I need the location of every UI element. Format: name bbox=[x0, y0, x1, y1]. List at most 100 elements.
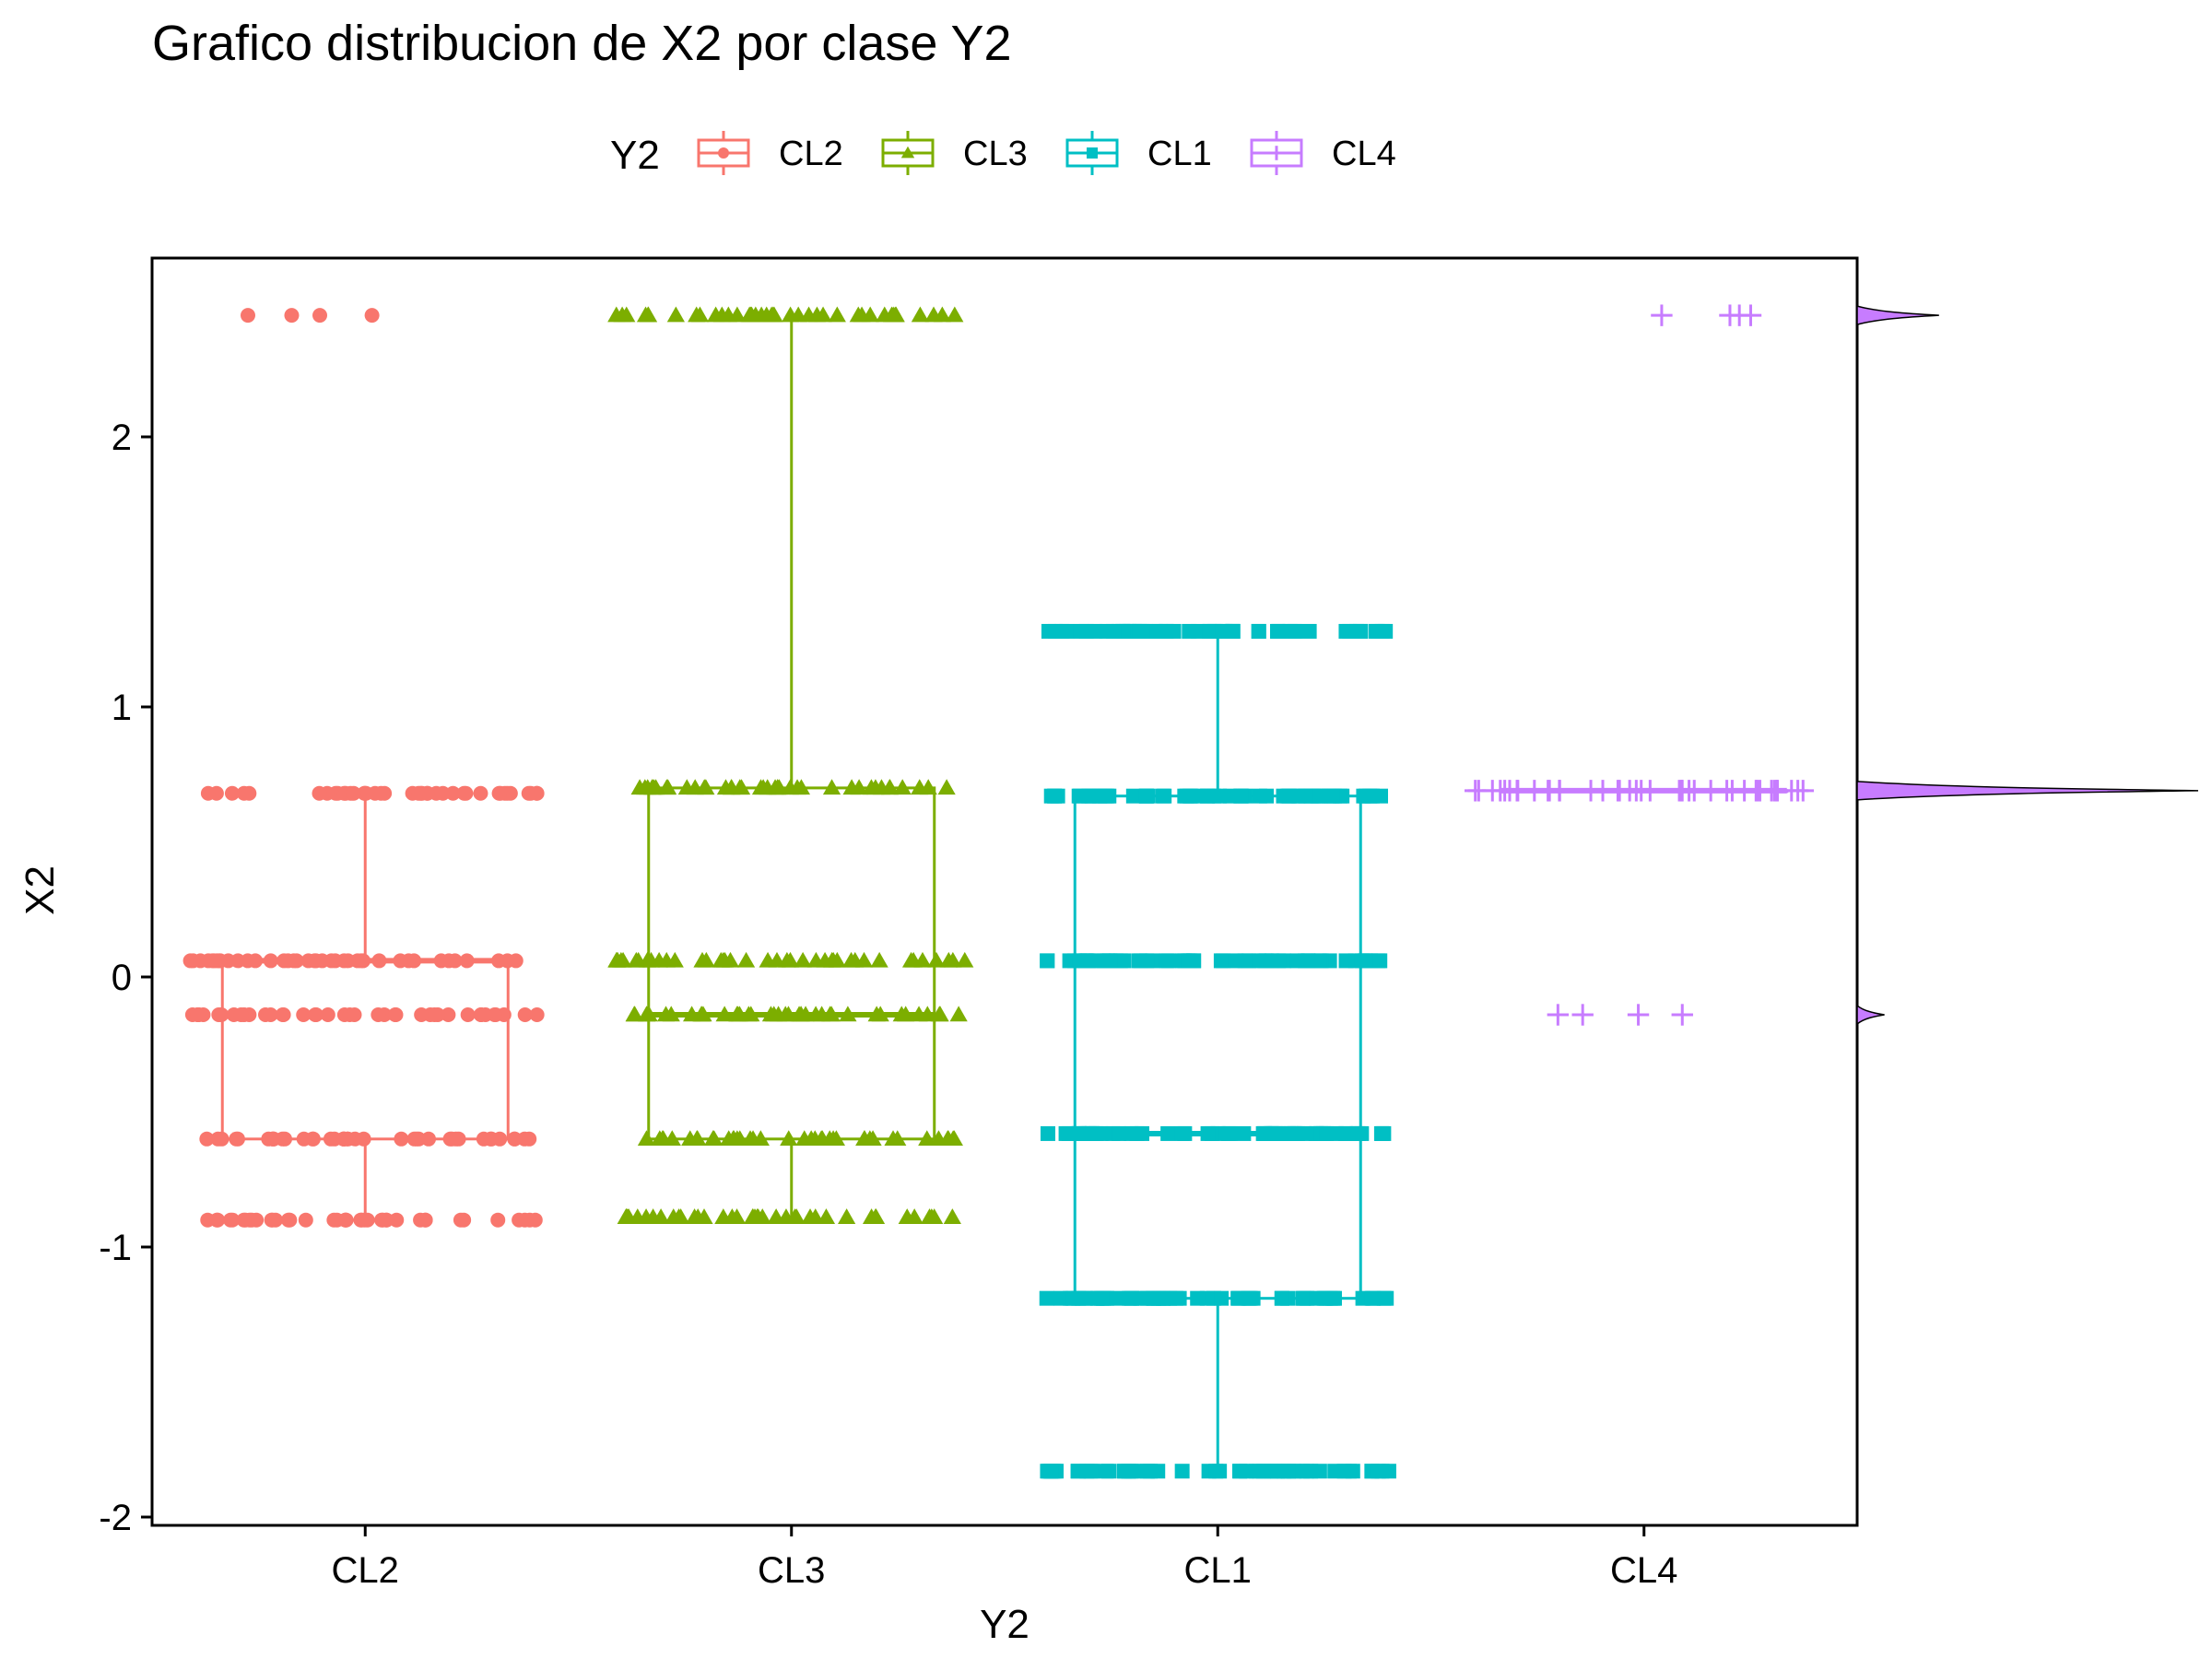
data-point bbox=[905, 1208, 924, 1224]
data-point bbox=[1326, 1290, 1342, 1306]
data-point bbox=[1651, 304, 1673, 326]
marginal-density bbox=[1856, 305, 2199, 1026]
data-point bbox=[850, 779, 868, 795]
data-point bbox=[814, 306, 832, 323]
data-point bbox=[838, 1208, 856, 1224]
data-point bbox=[1239, 1464, 1254, 1479]
data-point bbox=[1376, 1125, 1392, 1141]
legend: Y2 CL2 CL3 CL1 CL4 bbox=[610, 131, 1396, 178]
data-point bbox=[1214, 1290, 1230, 1306]
data-point bbox=[643, 779, 662, 795]
legend-key-cl2 bbox=[697, 131, 750, 175]
data-point bbox=[484, 1131, 500, 1147]
data-point bbox=[1106, 623, 1122, 639]
data-point bbox=[1671, 1004, 1693, 1026]
data-point bbox=[1507, 780, 1529, 802]
data-point bbox=[918, 1130, 936, 1146]
data-point bbox=[892, 1006, 911, 1022]
data-point bbox=[1122, 1290, 1137, 1306]
data-point bbox=[1354, 1125, 1370, 1141]
data-point bbox=[937, 779, 956, 795]
data-point bbox=[433, 953, 449, 969]
y-tick-label: 2 bbox=[112, 418, 132, 458]
y-tick-label: -2 bbox=[99, 1498, 132, 1538]
data-point bbox=[359, 785, 374, 801]
data-point bbox=[356, 1131, 371, 1147]
data-point bbox=[1043, 1464, 1059, 1479]
y-axis-title: X2 bbox=[18, 865, 63, 915]
data-point bbox=[822, 779, 841, 795]
y-tick-label: 0 bbox=[112, 958, 132, 998]
data-point bbox=[740, 306, 759, 323]
data-point bbox=[1174, 1125, 1190, 1141]
data-point bbox=[949, 1006, 968, 1022]
data-point bbox=[639, 306, 657, 323]
legend-label: CL4 bbox=[1332, 135, 1396, 173]
series-cl2 bbox=[182, 308, 545, 1228]
data-point bbox=[723, 1208, 741, 1224]
data-point bbox=[690, 306, 710, 323]
data-point bbox=[677, 779, 696, 795]
data-point bbox=[1224, 623, 1240, 639]
data-point bbox=[211, 1007, 227, 1023]
data-point bbox=[744, 1130, 762, 1146]
data-point bbox=[1073, 623, 1088, 639]
data-point bbox=[911, 306, 929, 323]
data-point bbox=[721, 951, 740, 968]
series-cl4 bbox=[1464, 304, 1814, 1026]
data-point bbox=[224, 785, 240, 801]
data-point bbox=[296, 1007, 312, 1023]
data-point bbox=[715, 1006, 734, 1022]
data-point bbox=[1100, 788, 1115, 804]
legend-key-cl3 bbox=[881, 131, 935, 175]
data-point bbox=[1358, 953, 1373, 969]
data-point bbox=[1190, 1290, 1206, 1306]
data-point bbox=[248, 953, 264, 969]
data-point bbox=[346, 785, 361, 801]
data-point bbox=[662, 1006, 680, 1022]
data-point bbox=[459, 953, 475, 969]
data-point bbox=[490, 1212, 506, 1228]
data-point bbox=[453, 1212, 468, 1228]
data-point bbox=[421, 1131, 437, 1147]
data-point bbox=[685, 1208, 704, 1224]
data-point bbox=[1236, 1125, 1252, 1141]
data-point bbox=[1071, 1125, 1087, 1141]
data-point bbox=[1271, 953, 1287, 969]
data-point bbox=[1125, 788, 1141, 804]
data-point bbox=[801, 1208, 819, 1224]
data-point bbox=[276, 1131, 292, 1147]
data-point bbox=[651, 1130, 669, 1146]
data-point bbox=[1274, 1290, 1289, 1306]
data-point bbox=[406, 953, 422, 969]
data-point bbox=[1039, 1290, 1054, 1306]
data-point bbox=[780, 1130, 798, 1146]
data-point bbox=[441, 1007, 456, 1023]
data-point bbox=[389, 1212, 405, 1228]
data-point bbox=[236, 1212, 252, 1228]
data-point bbox=[626, 1006, 644, 1022]
data-point bbox=[473, 785, 488, 801]
data-point bbox=[1289, 1125, 1305, 1141]
data-point bbox=[1203, 623, 1218, 639]
data-point bbox=[728, 306, 747, 323]
data-point bbox=[240, 308, 255, 324]
density-peak bbox=[1856, 1004, 1885, 1026]
data-point bbox=[1099, 1464, 1114, 1479]
data-point bbox=[1132, 623, 1147, 639]
data-point bbox=[728, 1006, 747, 1022]
data-point bbox=[779, 1006, 798, 1022]
series-cl3 bbox=[607, 306, 974, 1224]
data-point bbox=[652, 1208, 670, 1224]
data-point bbox=[1371, 953, 1386, 969]
data-point bbox=[444, 1131, 460, 1147]
data-point bbox=[377, 785, 393, 801]
data-point bbox=[1295, 1290, 1311, 1306]
data-point bbox=[1181, 953, 1196, 969]
data-point bbox=[820, 1130, 839, 1146]
x-axis: CL2 CL3 CL1 CL4 bbox=[332, 1525, 1677, 1591]
data-point bbox=[744, 1208, 762, 1224]
data-point bbox=[1298, 788, 1313, 804]
data-point bbox=[1151, 1290, 1167, 1306]
data-point bbox=[284, 308, 300, 324]
